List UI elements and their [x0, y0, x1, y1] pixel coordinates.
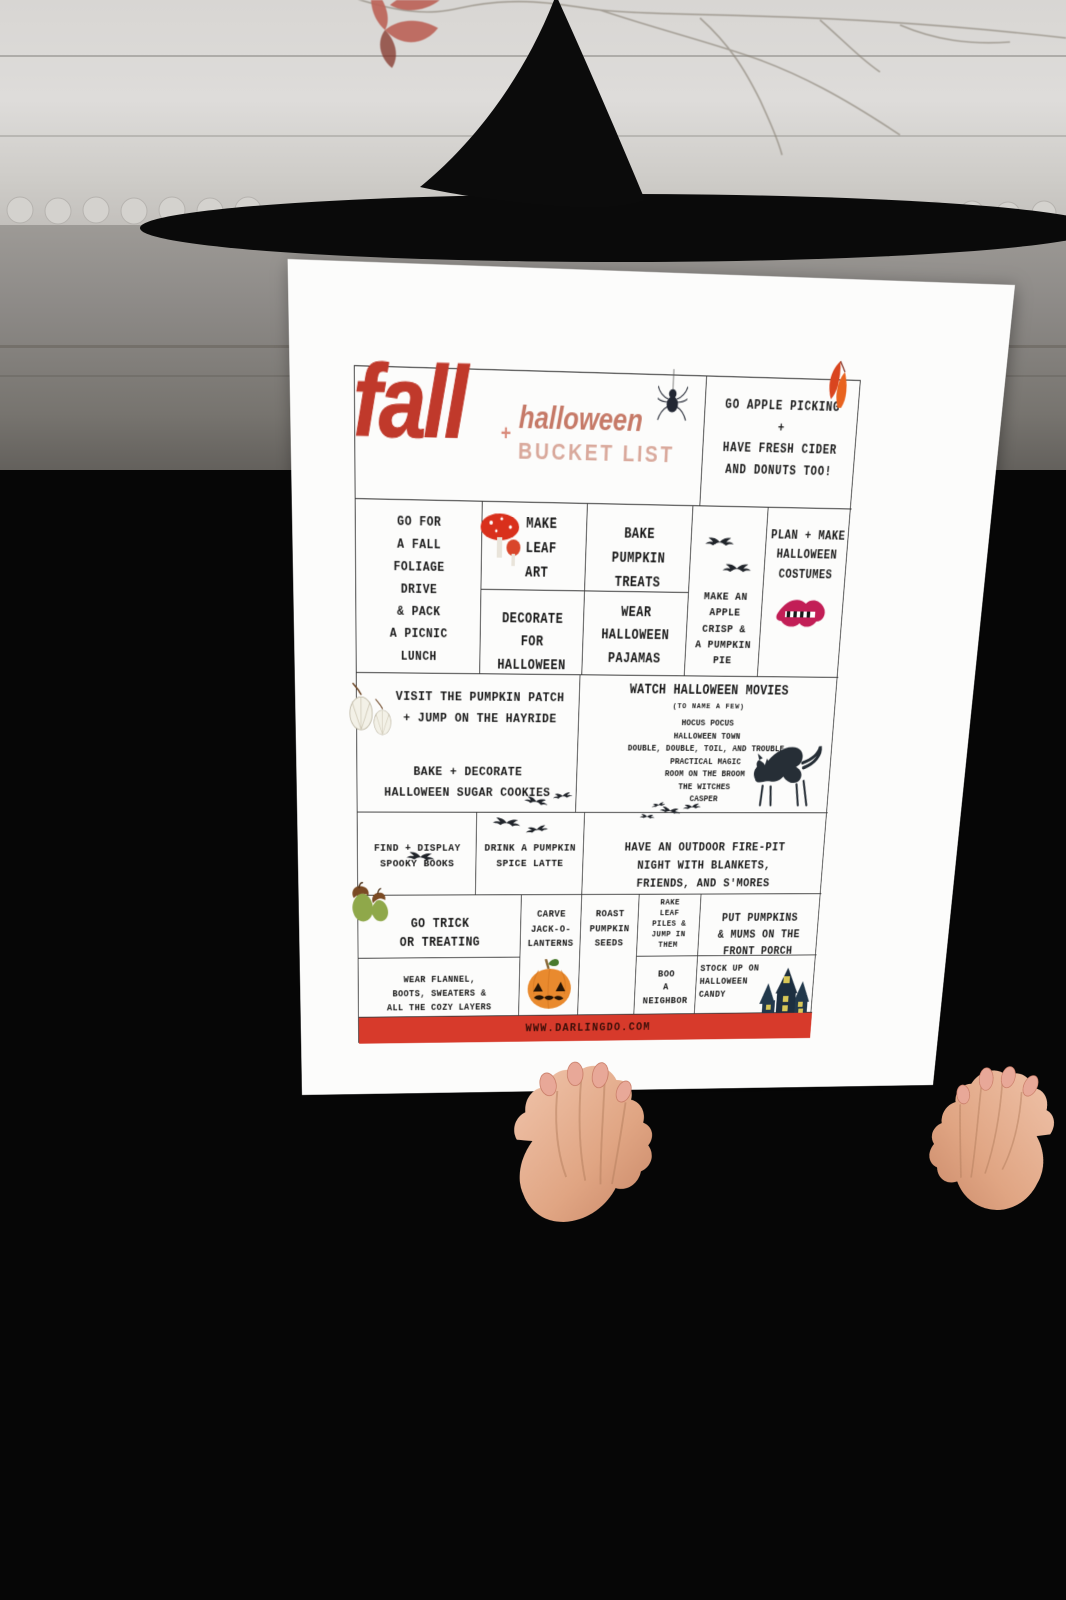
svg-text:fall: fall [353, 343, 470, 460]
